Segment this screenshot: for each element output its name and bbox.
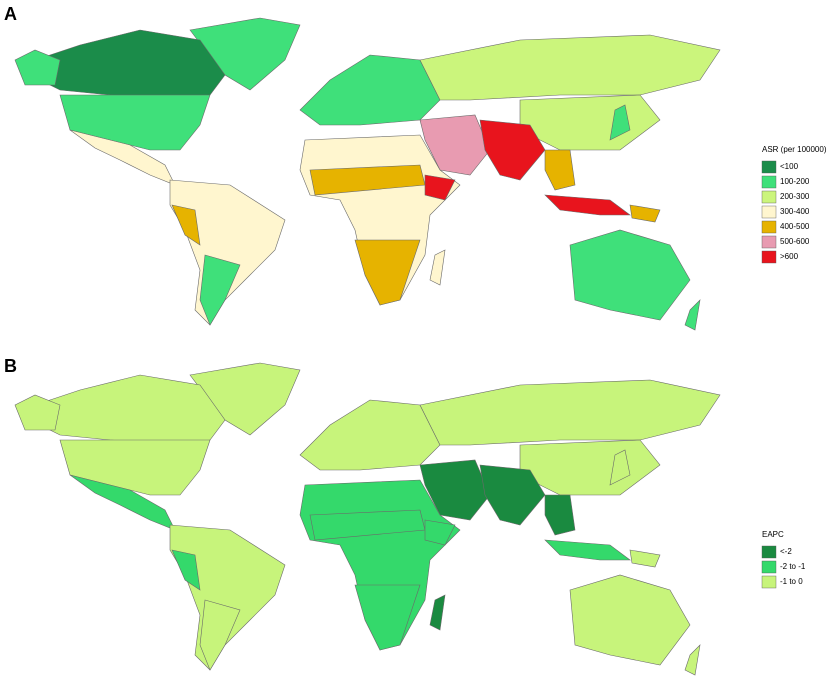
- country: [299, 54, 441, 126]
- country: [544, 149, 576, 191]
- country: [69, 474, 176, 531]
- country: [419, 114, 491, 176]
- country: [419, 379, 721, 446]
- country: [354, 584, 421, 651]
- legend-label: 400-500: [780, 222, 810, 231]
- panel-label: A: [4, 4, 17, 24]
- legend-swatch: [761, 220, 777, 234]
- legend-swatch: [761, 235, 777, 249]
- legend-label: >600: [780, 252, 799, 261]
- legend-swatch: [761, 560, 777, 574]
- legend-label: 500-600: [780, 237, 810, 246]
- country: [171, 549, 201, 591]
- country: [59, 439, 211, 496]
- country: [519, 94, 661, 151]
- country: [14, 49, 61, 86]
- country: [424, 519, 456, 546]
- country: [479, 464, 546, 526]
- legend: EAPC <-2 -2 to -1 -1 to 0: [761, 530, 806, 589]
- legend-title: ASR (per 100000): [762, 145, 827, 154]
- country: [629, 204, 661, 223]
- country: [59, 94, 211, 151]
- country: [544, 194, 631, 216]
- country: [34, 374, 226, 446]
- legend-label: 100-200: [780, 177, 810, 186]
- legend-swatch: [761, 205, 777, 219]
- country: [544, 494, 576, 536]
- country: [629, 549, 661, 568]
- country: [169, 179, 286, 326]
- country: [424, 174, 456, 201]
- country: [684, 299, 701, 331]
- country: [34, 29, 226, 101]
- country: [429, 249, 446, 286]
- legend-label: -2 to -1: [780, 562, 806, 571]
- legend-swatch: [761, 160, 777, 174]
- country: [684, 644, 701, 676]
- country: [69, 129, 176, 186]
- country: [479, 119, 546, 181]
- country: [609, 449, 631, 486]
- country: [419, 34, 721, 101]
- legend: ASR (per 100000) <100 100-200 200-300 300-40…: [761, 145, 827, 264]
- legend-swatch: [761, 175, 777, 189]
- country: [199, 599, 241, 671]
- country: [609, 104, 631, 141]
- legend-label: <-2: [780, 547, 792, 556]
- country: [544, 539, 631, 561]
- country: [419, 459, 491, 521]
- country: [569, 574, 691, 666]
- legend-title: EAPC: [762, 530, 784, 539]
- country: [569, 229, 691, 321]
- country: [519, 439, 661, 496]
- country: [14, 394, 61, 431]
- country: [199, 254, 241, 326]
- country: [354, 239, 421, 306]
- map: [14, 17, 721, 331]
- map: [14, 362, 721, 676]
- legend-label: -1 to 0: [780, 577, 803, 586]
- legend-label: 200-300: [780, 192, 810, 201]
- legend-swatch: [761, 250, 777, 264]
- country: [429, 594, 446, 631]
- legend-label: <100: [780, 162, 799, 171]
- legend-swatch: [761, 190, 777, 204]
- country: [169, 524, 286, 671]
- panel-label: B: [4, 356, 17, 376]
- legend-swatch: [761, 575, 777, 589]
- legend-swatch: [761, 545, 777, 559]
- country: [171, 204, 201, 246]
- legend-label: 300-400: [780, 207, 810, 216]
- country: [299, 399, 441, 471]
